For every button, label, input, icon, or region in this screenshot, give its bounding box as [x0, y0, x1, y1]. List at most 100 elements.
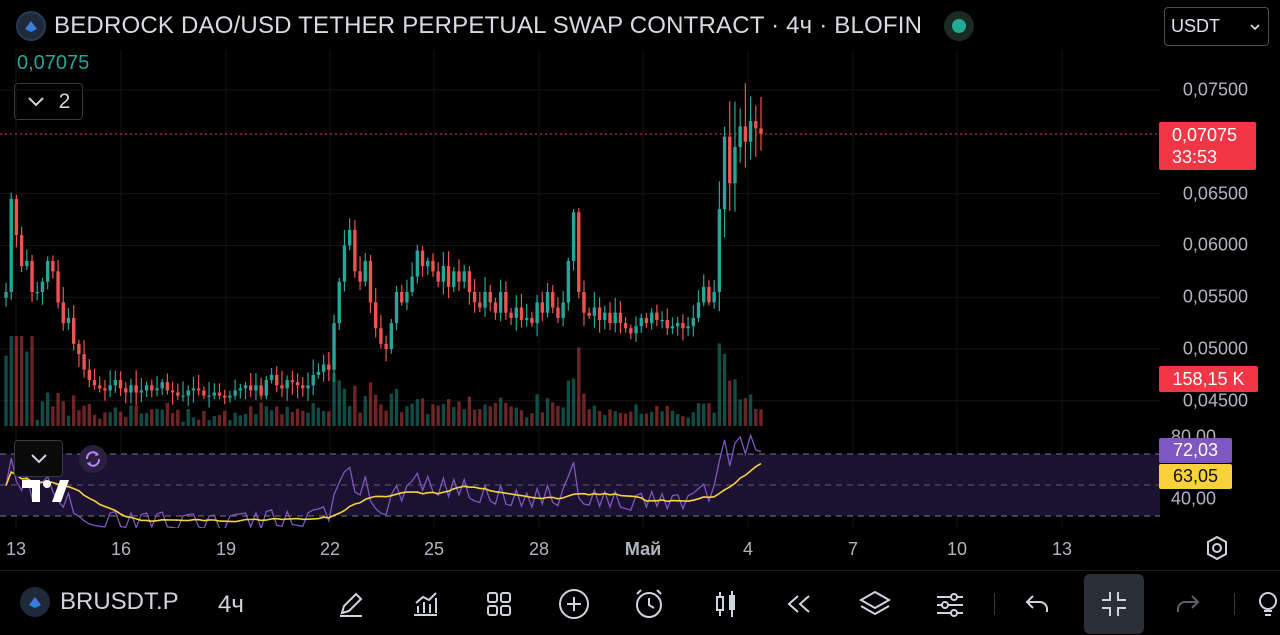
volume-bar	[509, 406, 513, 426]
symbol-title: BEDROCK DAO/USD TETHER PERPETUAL SWAP CO…	[54, 12, 923, 39]
undo-icon[interactable]	[1012, 579, 1062, 629]
candle-body	[556, 307, 560, 318]
replay-icon[interactable]	[774, 579, 824, 629]
candle-body	[478, 302, 482, 308]
fullscreen-exit-icon[interactable]	[1084, 574, 1144, 634]
rsi-line	[5, 433, 762, 528]
time-tick: Май	[624, 539, 662, 559]
candle-body	[45, 260, 50, 282]
candle-body	[202, 390, 206, 396]
collapse-legend-button[interactable]: 2	[14, 83, 83, 120]
candle-body	[722, 136, 727, 210]
volume-bar	[207, 420, 211, 426]
candle-body	[61, 302, 65, 324]
volume-bar	[295, 408, 300, 426]
chevron-down-icon	[1250, 23, 1260, 30]
candle-body	[373, 302, 378, 329]
volume-bar	[686, 417, 690, 426]
candle-body	[675, 323, 680, 327]
volume-bar	[743, 398, 748, 426]
volume-bar	[92, 414, 97, 426]
volume-bar	[535, 394, 539, 426]
volume-bar	[222, 410, 227, 426]
candle-body	[467, 271, 472, 293]
candle-body	[582, 292, 586, 313]
volume-bar	[259, 402, 263, 426]
volume-bar	[644, 413, 649, 426]
alert-icon[interactable]	[624, 579, 674, 629]
candle-body	[342, 245, 347, 282]
time-tick: 13	[1051, 539, 1073, 559]
volume-bar	[400, 412, 404, 426]
candle-body	[35, 292, 39, 294]
volume-bar	[415, 399, 420, 426]
current-price-value: 0,07075	[1172, 125, 1238, 145]
rsi-ma-value-tag: 63,05	[1159, 464, 1232, 489]
market-status-icon[interactable]	[944, 11, 975, 41]
candle-body	[540, 302, 545, 313]
candle-body	[196, 388, 201, 391]
candle-body	[446, 266, 451, 287]
volume-bar	[66, 415, 71, 426]
settings-icon[interactable]	[925, 579, 975, 629]
candle-body	[19, 235, 24, 267]
indicators-icon[interactable]	[400, 579, 450, 629]
volume-bar	[410, 403, 414, 426]
volume-bar	[608, 409, 612, 426]
symbol-header[interactable]: BEDROCK DAO/USD TETHER PERPETUAL SWAP CO…	[16, 10, 975, 42]
candle-body	[118, 380, 123, 389]
price-tick: 0,06000	[1182, 234, 1248, 255]
add-icon[interactable]	[549, 579, 599, 629]
pencil-icon[interactable]	[326, 579, 376, 629]
volume-bar	[441, 403, 446, 426]
candle-body	[301, 385, 305, 389]
volume-bar	[639, 413, 643, 426]
volume-bar	[249, 406, 253, 426]
candle-body	[759, 128, 763, 135]
volume-bar	[30, 336, 34, 426]
volume-bar	[566, 380, 571, 426]
candles-icon[interactable]	[701, 579, 751, 629]
time-tick: 16	[110, 539, 132, 559]
candle-body	[30, 260, 34, 293]
candle-body	[316, 371, 321, 375]
candle-body	[686, 326, 690, 329]
symbol-search-button[interactable]: BRUSDT.P	[20, 587, 179, 617]
indicator-sync-icon[interactable]	[79, 445, 107, 473]
layouts-icon[interactable]	[474, 579, 524, 629]
candle-body	[295, 382, 300, 386]
candle-body	[25, 260, 29, 267]
time-axis[interactable]: 13 16 19 22 25 28 Май 4 7 10 13	[0, 528, 1160, 568]
candle-body	[108, 385, 112, 391]
chevron-down-icon	[30, 453, 47, 463]
rsi-collapse-button[interactable]	[14, 440, 63, 477]
candle-body	[436, 271, 440, 282]
volume-bar	[519, 410, 524, 426]
volume-bar	[592, 405, 597, 426]
volume-bar	[264, 406, 269, 426]
currency-select[interactable]: USDT	[1164, 7, 1269, 46]
chart-settings-gear-icon[interactable]	[1204, 535, 1232, 563]
candle-body	[280, 385, 284, 389]
idea-icon[interactable]	[1250, 579, 1280, 629]
redo-icon[interactable]	[1163, 579, 1213, 629]
candle-body	[728, 136, 732, 184]
volume-bar	[571, 378, 576, 426]
price-axis[interactable]: 0,07500 0,06500 0,06000 0,05500 0,05000 …	[1160, 0, 1280, 520]
volume-bar	[316, 407, 321, 426]
price-chart[interactable]	[0, 0, 1160, 528]
layers-icon[interactable]	[850, 579, 900, 629]
volume-bar	[280, 414, 284, 426]
volume-bar	[129, 405, 133, 426]
time-tick: 4	[742, 539, 754, 559]
candle-body	[702, 286, 706, 303]
volume-bar	[301, 410, 305, 426]
candle-body	[587, 312, 591, 316]
candle-body	[488, 292, 492, 303]
interval-button[interactable]: 4ч	[218, 591, 244, 618]
candle-body	[150, 385, 154, 391]
volume-bar	[446, 399, 451, 426]
volume-bar	[498, 397, 503, 426]
volume-bar	[61, 401, 65, 426]
candle-body	[493, 302, 498, 313]
